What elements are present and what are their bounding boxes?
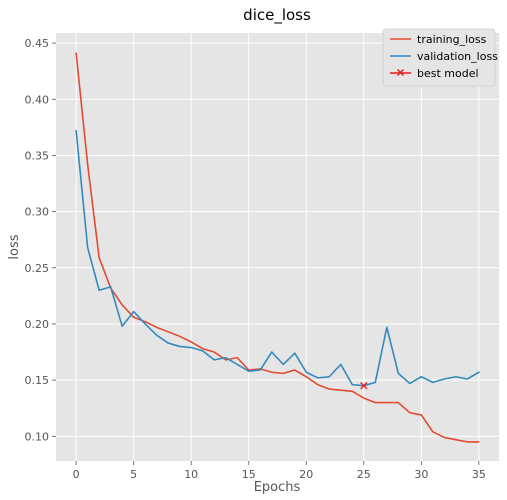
x-tick-label: 20 [299, 468, 313, 481]
x-axis-label: Epochs [254, 480, 301, 495]
x-tick-label: 0 [73, 468, 80, 481]
grid-lines [56, 33, 499, 461]
best-model-marker [360, 382, 368, 390]
legend-label-training-loss: training_loss [417, 33, 487, 46]
x-tick-label: 35 [472, 468, 486, 481]
y-tick-label: 0.45 [25, 37, 50, 50]
y-axis-label: loss [7, 234, 22, 259]
y-tick-label: 0.15 [25, 374, 50, 387]
validation-loss-line [75, 129, 480, 387]
legend-label-validation-loss: validation_loss [417, 50, 498, 63]
legend: training_loss validation_loss best model [382, 28, 498, 87]
y-tick-label: 0.10 [25, 430, 50, 443]
best-model-marker-group [360, 382, 368, 390]
legend-best-model-x-icon [397, 69, 404, 76]
x-tick-label: 5 [130, 468, 137, 481]
y-tick-label: 0.30 [25, 206, 50, 219]
x-tick-label: 30 [414, 468, 428, 481]
plot-background [56, 33, 499, 461]
series-lines [75, 52, 480, 443]
legend-label-best-model: best model [417, 67, 479, 80]
y-tick-label: 0.35 [25, 149, 50, 162]
chart-title: dice_loss [243, 6, 311, 25]
x-tick-label: 15 [242, 468, 256, 481]
x-tick-label: 10 [184, 468, 198, 481]
y-axis-ticks: 0.10 0.15 0.20 0.25 0.30 0.35 0.40 0.45 [25, 37, 56, 443]
y-tick-label: 0.25 [25, 262, 50, 275]
legend-box [382, 28, 496, 87]
x-tick-label: 25 [357, 468, 371, 481]
y-tick-label: 0.40 [25, 93, 50, 106]
x-axis-ticks: 0 5 10 15 20 25 30 35 [73, 461, 486, 481]
y-tick-label: 0.20 [25, 318, 50, 331]
